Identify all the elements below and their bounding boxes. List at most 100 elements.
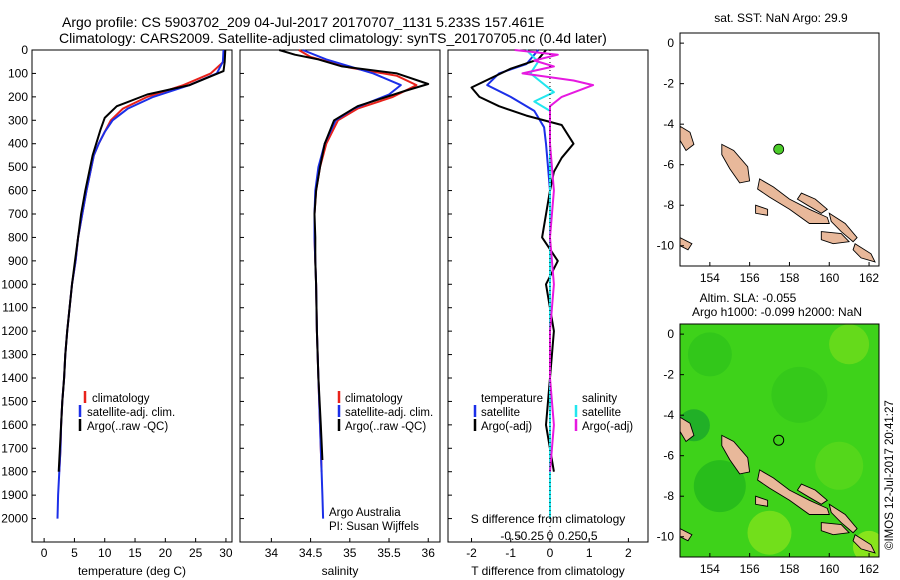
s-diff-tick-label: 0: [547, 529, 554, 543]
legend-label-satellite: satellite-adj. clim.: [345, 407, 433, 419]
map-x-tick-label: 160: [819, 562, 839, 576]
sla-map-axes: 154 156 158 160 162 0 -2 -4 -6 -8 -10: [657, 327, 880, 576]
x-tick-label: 1: [586, 546, 593, 560]
island-2: [796, 192, 829, 214]
depth-tick-label: 300: [8, 113, 28, 127]
legend-label-argo: Argo(..raw -QC): [345, 421, 426, 433]
header-line2: Climatology: CARS2009. Satellite-adjuste…: [59, 30, 607, 46]
island-3: [828, 503, 858, 534]
depth-tick-label: 1400: [1, 371, 28, 385]
map-x-tick-label: 154: [700, 271, 720, 285]
depth-tick-label: 1700: [1, 441, 28, 455]
legend-label-climatology: climatology: [92, 393, 150, 405]
sla-patch-0: [687, 332, 732, 377]
legend-label-t-argo: Argo(-adj): [481, 421, 532, 433]
sst-map-frame: [679, 32, 880, 267]
x-tick-label: 30: [219, 546, 233, 560]
island-4: [820, 522, 851, 536]
series-line-1: [56, 49, 225, 519]
depth-tick-label: 1800: [1, 465, 28, 479]
map-y-tick-label: -4: [663, 408, 674, 422]
sst-map-land: [679, 125, 876, 263]
sla-map: 154 156 158 160 162 0 -2 -4 -6 -8 -10: [657, 323, 880, 576]
sla-map-subtitle: Argo h1000: -0.099 h2000: NaN: [692, 305, 862, 319]
island-3: [828, 212, 858, 243]
depth-tick-label: 1900: [1, 488, 28, 502]
island-1: [757, 469, 830, 515]
map-x-tick-label: 162: [859, 271, 879, 285]
sst-map-axes: 154 156 158 160 162 0 -2 -4 -6 -8 -10: [657, 36, 880, 285]
legend-label-t-satellite: satellite: [481, 407, 520, 419]
map-y-tick-label: 0: [667, 327, 674, 341]
salinity-panel-frame: [239, 49, 441, 543]
x-tick-label: 5: [71, 546, 78, 560]
s-diff-tick-label: 0.5: [581, 529, 598, 543]
sla-map-land: [679, 416, 876, 554]
legend-title-temperature: temperature: [481, 393, 543, 405]
depth-tick-label: 400: [8, 137, 28, 151]
depth-tick-label: 1600: [1, 418, 28, 432]
island-7: [755, 204, 769, 216]
island-7: [755, 495, 769, 507]
x-tick-label: -2: [466, 546, 477, 560]
island-5: [852, 243, 876, 263]
depth-tick-label: 100: [8, 66, 28, 80]
map-x-tick-label: 158: [779, 562, 799, 576]
temperature-legend: climatology satellite-adj. clim. Argo(..…: [78, 391, 175, 433]
island-2: [796, 483, 829, 505]
map-y-tick-label: -2: [663, 77, 674, 91]
depth-tick-label: 700: [8, 207, 28, 221]
imos-credit: ©IMOS 12-Jul-2017 20:41:27: [884, 400, 896, 550]
depth-tick-label: 800: [8, 230, 28, 244]
map-y-tick-label: -10: [657, 239, 675, 253]
depth-axis: 0 100 200 300 400 500 600 700 800 900 1000 1100 1200…: [1, 43, 452, 526]
depth-tick-label: 1300: [1, 348, 28, 362]
island-0: [721, 434, 751, 475]
sst-map-title: sat. SST: NaN Argo: 29.9: [714, 11, 848, 25]
map-y-tick-label: -8: [663, 489, 674, 503]
difference-panel-frame: [447, 49, 649, 543]
x-tick-label: 15: [128, 546, 142, 560]
x-tick-label: -1: [505, 546, 516, 560]
x-tick-label: 20: [159, 546, 173, 560]
sla-patch-2: [771, 366, 828, 423]
depth-tick-label: 2000: [1, 512, 28, 526]
legend-label-satellite: satellite-adj. clim.: [87, 407, 175, 419]
salinity-plot: 34 34.5 35 35.5 36: [265, 49, 435, 560]
sla-patch-4: [815, 441, 864, 490]
legend-label-climatology: climatology: [345, 393, 403, 405]
map-x-tick-label: 156: [740, 562, 760, 576]
map-x-tick-label: 154: [700, 562, 720, 576]
x-tick-label: 35: [343, 546, 357, 560]
map-y-tick-label: -4: [663, 117, 674, 131]
map-x-tick-label: 160: [819, 271, 839, 285]
sst-map: 154 156 158 160 162 0 -2 -4 -6 -8 -10: [657, 32, 880, 285]
depth-tick-label: 1200: [1, 324, 28, 338]
legend-label-s-satellite: satellite: [582, 407, 621, 419]
sla-patch-3: [693, 460, 746, 513]
temperature-axis-label: temperature (deg C): [78, 564, 186, 578]
header-line1: Argo profile: CS 5903702_209 04-Jul-2017…: [62, 14, 544, 30]
depth-tick-label: 200: [8, 90, 28, 104]
series-line-1: [470, 49, 575, 472]
temperature-plot: 0 5 10 15 20 25 30: [41, 49, 233, 560]
map-x-tick-label: 162: [859, 562, 879, 576]
map-y-tick-label: -10: [657, 530, 675, 544]
map-y-tick-label: -8: [663, 198, 674, 212]
salinity-axis-label: salinity: [322, 564, 359, 578]
sla-patch-1: [829, 324, 870, 365]
difference-legend: temperature satellite Argo(-adj) salinit…: [473, 393, 633, 433]
x-tick-label: 0: [41, 546, 48, 560]
depth-tick-label: 1100: [2, 301, 28, 315]
difference-plot: -2 -1 0 1 2 -0.5-0.25 0 0.25 0.5: [466, 49, 632, 560]
t-difference-axis-label: T difference from climatology: [471, 564, 625, 578]
island-0: [721, 143, 751, 184]
depth-tick-label: 500: [8, 160, 28, 174]
map-y-tick-label: -6: [663, 449, 674, 463]
depth-tick-label: 1000: [1, 277, 28, 291]
legend-label-s-argo: Argo(-adj): [582, 421, 633, 433]
salinity-legend: climatology satellite-adj. clim. Argo(..…: [337, 391, 433, 433]
island-5: [852, 534, 876, 554]
legend-title-salinity: salinity: [582, 393, 617, 405]
